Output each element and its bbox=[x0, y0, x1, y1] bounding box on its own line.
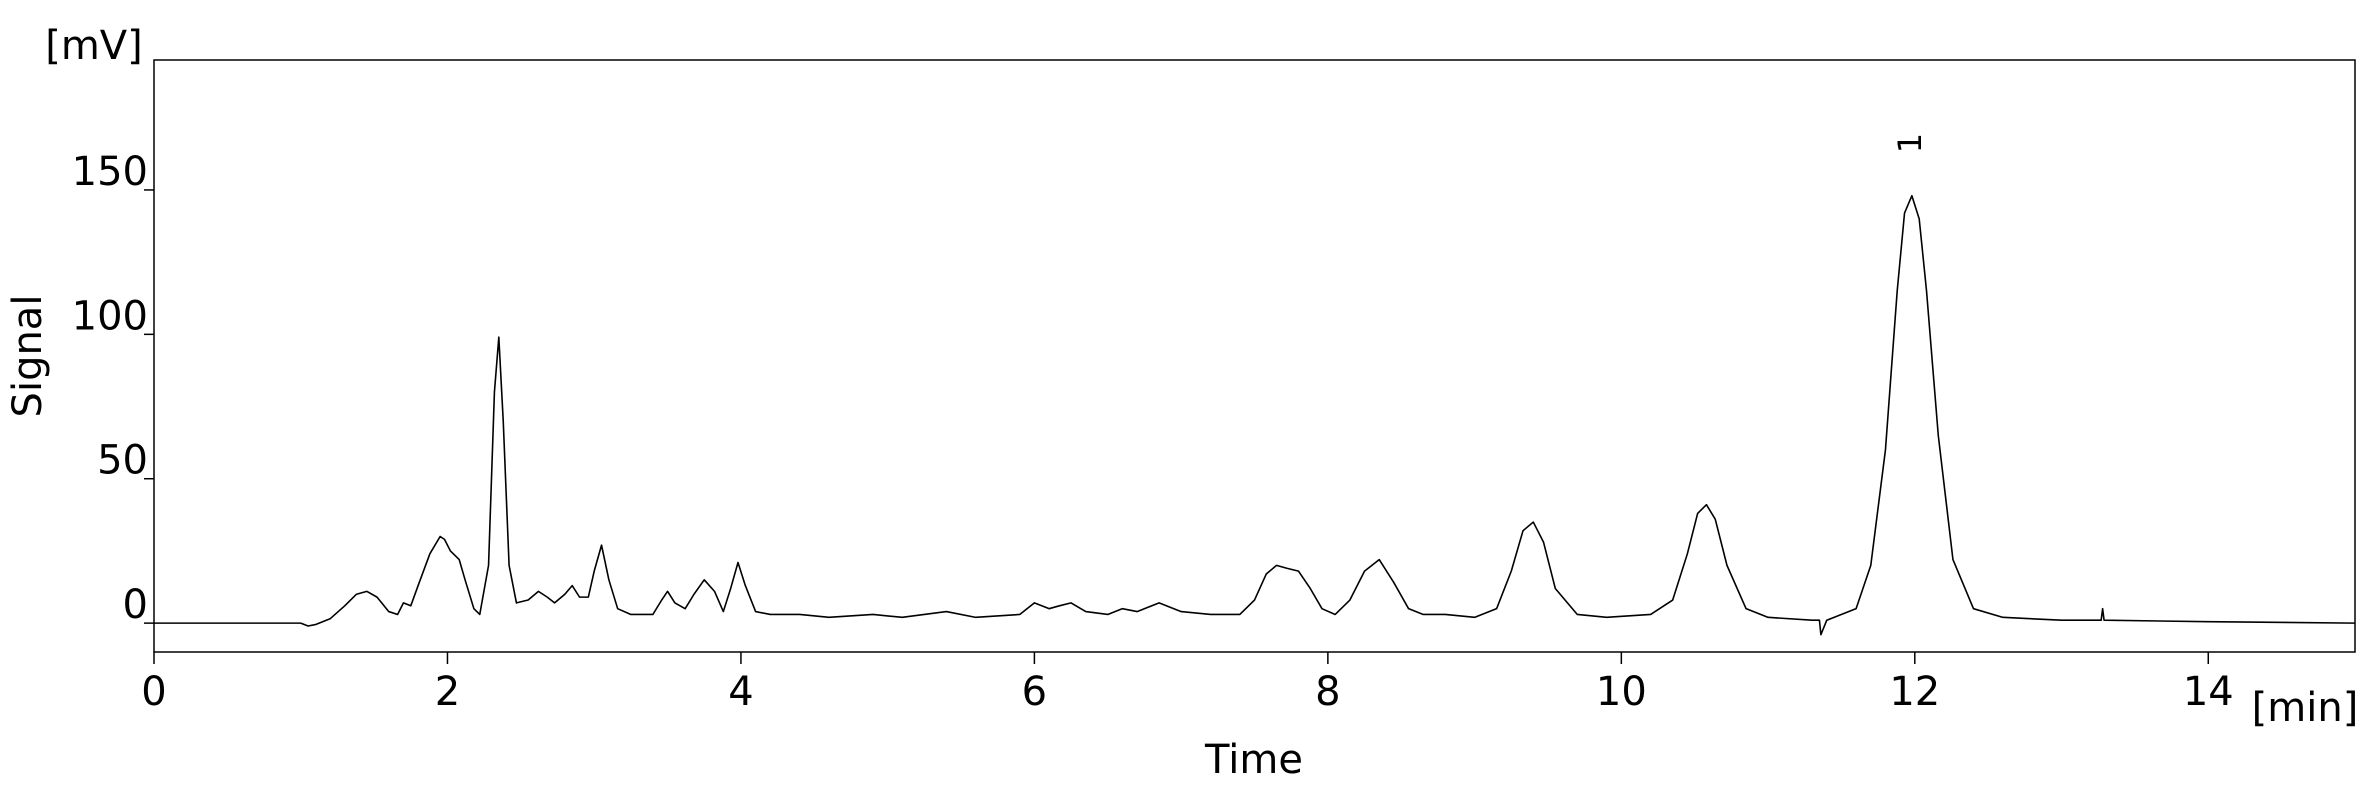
x-tick-label: 10 bbox=[1596, 669, 1647, 715]
x-unit: [min] bbox=[2252, 685, 2359, 731]
x-axis-label: Time bbox=[1204, 737, 1303, 783]
x-tick-label: 2 bbox=[435, 669, 460, 715]
x-tick-label: 6 bbox=[1022, 669, 1047, 715]
x-tick-label: 12 bbox=[1889, 669, 1940, 715]
plot-frame bbox=[153, 59, 2356, 653]
y-tick-label: 50 bbox=[97, 438, 148, 484]
x-tick-label: 8 bbox=[1315, 669, 1340, 715]
y-unit: [mV] bbox=[45, 23, 143, 69]
x-tick-label: 4 bbox=[728, 669, 753, 715]
signal-line bbox=[154, 194, 2356, 636]
x-tick-label: 0 bbox=[141, 669, 166, 715]
y-tick-label: 100 bbox=[72, 293, 148, 339]
y-axis-label: Signal bbox=[5, 295, 51, 418]
peak-annotation: 1 bbox=[1891, 133, 1929, 153]
x-tick-label: 14 bbox=[2183, 669, 2234, 715]
y-tick-label: 0 bbox=[123, 582, 148, 628]
y-tick-label: 150 bbox=[72, 149, 148, 195]
